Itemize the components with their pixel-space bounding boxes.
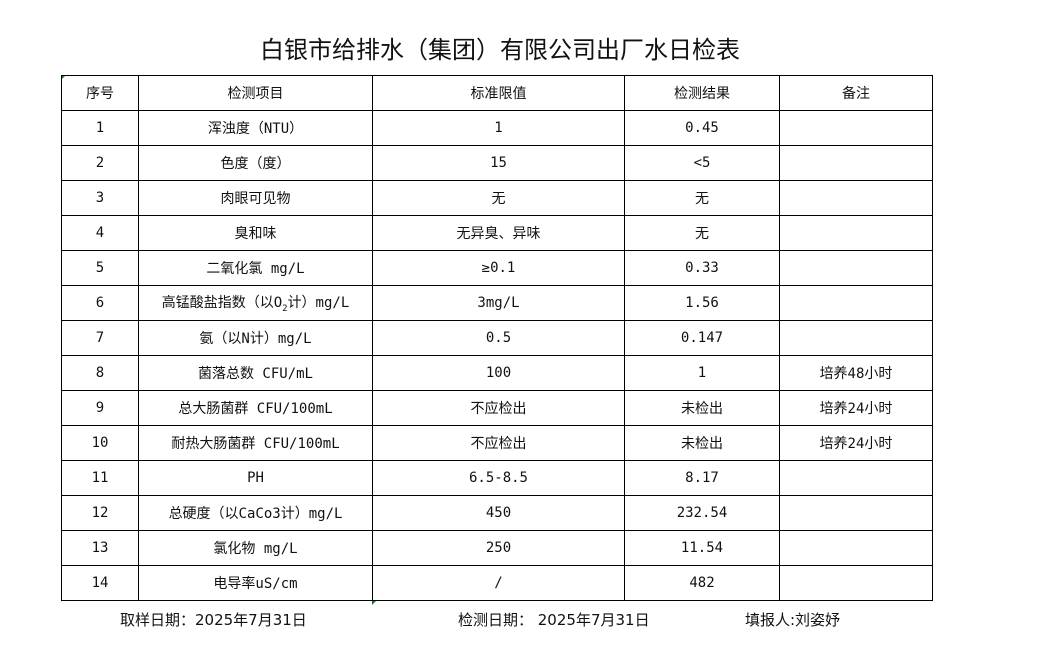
cell-result: <5 (624, 145, 780, 181)
header-item: 检测项目 (138, 75, 373, 111)
cell-result: 0.45 (624, 110, 780, 146)
cell-item: 电导率uS/cm (138, 565, 373, 601)
cell-limit: 无异臭、异味 (372, 215, 625, 251)
cell-item: 氨（以N计）mg/L (138, 320, 373, 356)
cell-note (779, 145, 933, 181)
cell-item: 浑浊度（NTU） (138, 110, 373, 146)
cell-item: 总大肠菌群 CFU/100mL (138, 390, 373, 426)
cell-result: 1 (624, 355, 780, 391)
cell-item: 肉眼可见物 (138, 180, 373, 216)
cell-limit: 15 (372, 145, 625, 181)
cell-item: 高锰酸盐指数（以O2计）mg/L (138, 285, 373, 321)
inspection-table: 序号 检测项目 标准限值 检测结果 备注 1 浑浊度（NTU） 1 0.45 2 色度（度… (61, 75, 933, 601)
cell-limit: 1 (372, 110, 625, 146)
table-row: 6 高锰酸盐指数（以O2计）mg/L 3mg/L 1.56 (61, 285, 933, 321)
cell-result: 1.56 (624, 285, 780, 321)
table-row: 8 菌落总数 CFU/mL 100 1 培养48小时 (61, 355, 933, 391)
cell-note (779, 320, 933, 356)
cell-limit: 0.5 (372, 320, 625, 356)
cell-note (779, 110, 933, 146)
table-row: 10 耐热大肠菌群 CFU/100mL 不应检出 未检出 培养24小时 (61, 425, 933, 461)
cell-limit: 不应检出 (372, 390, 625, 426)
cell-no: 7 (61, 320, 139, 356)
cell-no: 11 (61, 460, 139, 496)
header-limit: 标准限值 (372, 75, 625, 111)
cell-no: 5 (61, 250, 139, 286)
table-row: 12 总硬度（以CaCo3计）mg/L 450 232.54 (61, 495, 933, 531)
cell-no: 4 (61, 215, 139, 251)
cell-limit: 450 (372, 495, 625, 531)
item-subscript: 2 (282, 303, 288, 314)
cell-result: 未检出 (624, 390, 780, 426)
table-row: 14 电导率uS/cm/482 (61, 565, 933, 601)
table-row: 7 氨（以N计）mg/L 0.5 0.147 (61, 320, 933, 356)
cell-note (779, 530, 933, 566)
cell-result: 8.17 (624, 460, 780, 496)
cell-item: 耐热大肠菌群 CFU/100mL (138, 425, 373, 461)
cell-note (779, 460, 933, 496)
table-row: 2 色度（度） 15 <5 (61, 145, 933, 181)
cell-limit: / (372, 565, 625, 601)
header-no: 序号 (61, 75, 139, 111)
header-row: 序号 检测项目 标准限值 检测结果 备注 (61, 75, 933, 111)
cell-note (779, 215, 933, 251)
table-row: 9 总大肠菌群 CFU/100mL 不应检出 未检出 培养24小时 (61, 390, 933, 426)
cell-no: 14 (61, 565, 139, 601)
table-row: 11 PH 6.5-8.5 8.17 (61, 460, 933, 496)
table-row: 4 臭和味 无异臭、异味无 (61, 215, 933, 251)
cell-note (779, 495, 933, 531)
reporter: 填报人:刘姿妤 (745, 611, 841, 629)
cell-no: 2 (61, 145, 139, 181)
cell-no: 12 (61, 495, 139, 531)
cell-note: 培养24小时 (779, 390, 933, 426)
cell-no: 8 (61, 355, 139, 391)
cell-note (779, 180, 933, 216)
cell-marker (372, 600, 377, 605)
cell-item: 总硬度（以CaCo3计）mg/L (138, 495, 373, 531)
page-title: 白银市给排水（集团）有限公司出厂水日检表 (260, 36, 740, 64)
header-result: 检测结果 (624, 75, 780, 111)
test-date: 检测日期： 2025年7月31日 (458, 611, 650, 629)
header-note: 备注 (779, 75, 933, 111)
cell-result: 482 (624, 565, 780, 601)
cell-no: 3 (61, 180, 139, 216)
cell-limit: 3mg/L (372, 285, 625, 321)
cell-no: 13 (61, 530, 139, 566)
cell-result: 0.147 (624, 320, 780, 356)
cell-result: 11.54 (624, 530, 780, 566)
cell-item: 菌落总数 CFU/mL (138, 355, 373, 391)
item-text: 高锰酸盐指数（以O (161, 295, 283, 312)
cell-note: 培养48小时 (779, 355, 933, 391)
cell-note (779, 565, 933, 601)
cell-no: 9 (61, 390, 139, 426)
table-row: 3 肉眼可见物无无 (61, 180, 933, 216)
cell-result: 未检出 (624, 425, 780, 461)
cell-item: 二氧化氯 mg/L (138, 250, 373, 286)
table-row: 1 浑浊度（NTU） 1 0.45 (61, 110, 933, 146)
cell-result: 无 (624, 215, 780, 251)
cell-limit: 6.5-8.5 (372, 460, 625, 496)
cell-note (779, 285, 933, 321)
cell-note: 培养24小时 (779, 425, 933, 461)
item-suffix: 计）mg/L (287, 295, 350, 312)
table-row: 5 二氧化氯 mg/L ≥0.1 0.33 (61, 250, 933, 286)
cell-limit: 不应检出 (372, 425, 625, 461)
cell-limit: ≥0.1 (372, 250, 625, 286)
table-row: 13 氯化物 mg/L 250 11.54 (61, 530, 933, 566)
cell-item: PH (138, 460, 373, 496)
cell-no: 6 (61, 285, 139, 321)
sampling-date: 取样日期：2025年7月31日 (120, 611, 307, 629)
cell-no: 1 (61, 110, 139, 146)
cell-result: 无 (624, 180, 780, 216)
cell-note (779, 250, 933, 286)
cell-item: 色度（度） (138, 145, 373, 181)
cell-result: 0.33 (624, 250, 780, 286)
cell-result: 232.54 (624, 495, 780, 531)
cell-item: 臭和味 (138, 215, 373, 251)
cell-limit: 100 (372, 355, 625, 391)
cell-no: 10 (61, 425, 139, 461)
cell-item: 氯化物 mg/L (138, 530, 373, 566)
cell-limit: 250 (372, 530, 625, 566)
cell-limit: 无 (372, 180, 625, 216)
